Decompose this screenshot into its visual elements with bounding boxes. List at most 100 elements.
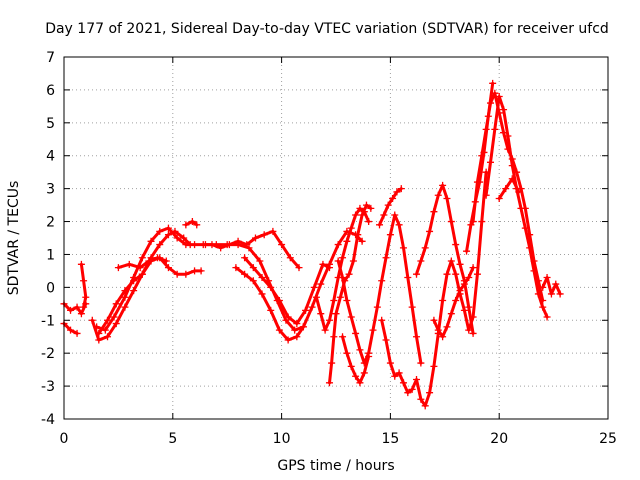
data-point xyxy=(504,132,512,140)
data-point xyxy=(500,106,508,114)
data-point xyxy=(443,323,451,331)
data-point xyxy=(543,313,551,321)
data-point xyxy=(343,237,351,245)
data-point xyxy=(349,257,357,265)
data-point xyxy=(121,293,129,301)
data-point xyxy=(345,270,353,278)
data-point xyxy=(489,79,497,87)
data-point xyxy=(275,326,283,334)
data-point xyxy=(399,379,407,387)
series-track-7 xyxy=(114,254,170,272)
series-track-6 xyxy=(95,254,205,337)
data-point xyxy=(325,264,333,272)
data-point xyxy=(295,264,303,272)
data-point xyxy=(110,313,118,321)
data-point xyxy=(486,99,494,107)
data-point xyxy=(95,336,103,344)
data-point xyxy=(258,290,266,298)
data-point xyxy=(478,152,486,160)
y-tick-label: -2 xyxy=(41,346,55,362)
y-tick-label: -1 xyxy=(41,313,55,329)
data-point xyxy=(547,290,555,298)
data-point xyxy=(365,352,373,360)
data-point xyxy=(456,260,464,268)
data-point xyxy=(188,218,196,226)
y-tick-label: 0 xyxy=(46,280,55,296)
data-point xyxy=(452,241,460,249)
data-point xyxy=(495,195,503,203)
data-point xyxy=(376,221,384,229)
data-point xyxy=(469,264,477,272)
data-point xyxy=(284,313,292,321)
data-point xyxy=(515,188,523,196)
data-point xyxy=(543,273,551,281)
data-point xyxy=(469,218,477,226)
x-tick-label: 5 xyxy=(168,431,177,447)
series-track-3 xyxy=(77,260,90,311)
y-tick-label: 6 xyxy=(46,83,55,99)
data-point xyxy=(234,241,242,249)
data-point xyxy=(491,89,499,97)
data-point xyxy=(156,227,164,235)
data-point xyxy=(293,320,301,328)
data-point xyxy=(130,277,138,285)
x-tick-label: 10 xyxy=(273,431,291,447)
data-point xyxy=(154,254,162,262)
data-point xyxy=(302,306,310,314)
data-point xyxy=(95,329,103,337)
data-point xyxy=(258,273,266,281)
data-point xyxy=(421,402,429,410)
data-point xyxy=(508,175,516,183)
series-track-14 xyxy=(334,211,425,367)
data-point xyxy=(417,395,425,403)
series-track-12 xyxy=(312,204,373,334)
data-point xyxy=(260,231,268,239)
data-point xyxy=(275,297,283,305)
data-point xyxy=(369,326,377,334)
data-point xyxy=(308,303,316,311)
data-point xyxy=(508,162,516,170)
data-point xyxy=(245,244,253,252)
y-tick-label: -4 xyxy=(41,412,55,428)
data-point xyxy=(439,181,447,189)
data-point xyxy=(182,241,190,249)
data-point xyxy=(556,290,564,298)
data-point xyxy=(269,227,277,235)
data-point xyxy=(121,287,129,295)
data-point xyxy=(334,257,342,265)
data-point xyxy=(112,320,120,328)
data-point xyxy=(373,303,381,311)
data-point xyxy=(502,185,510,193)
data-point xyxy=(67,306,75,314)
data-point xyxy=(382,336,390,344)
data-point xyxy=(465,303,473,311)
data-point xyxy=(517,204,525,212)
data-point xyxy=(325,316,333,324)
data-point xyxy=(138,270,146,278)
series-track-17 xyxy=(378,168,490,410)
chart-title: Day 177 of 2021, Sidereal Day-to-day VTE… xyxy=(45,21,609,37)
data-point xyxy=(336,293,344,301)
data-point xyxy=(284,336,292,344)
series-track-24 xyxy=(539,273,564,298)
data-point xyxy=(299,323,307,331)
data-point xyxy=(191,267,199,275)
series-track-5 xyxy=(93,224,303,334)
data-point xyxy=(347,362,355,370)
data-point xyxy=(147,237,155,245)
data-point xyxy=(145,257,153,265)
data-point xyxy=(360,369,368,377)
data-point xyxy=(73,329,81,337)
data-point xyxy=(426,227,434,235)
data-point xyxy=(93,323,101,331)
y-tick-label: -3 xyxy=(41,379,55,395)
data-point xyxy=(380,211,388,219)
y-tick-label: 3 xyxy=(46,182,55,198)
data-point xyxy=(328,359,336,367)
data-point xyxy=(417,257,425,265)
data-point xyxy=(447,310,455,318)
data-point xyxy=(352,372,360,380)
data-point xyxy=(182,221,190,229)
data-point xyxy=(339,273,347,281)
data-point xyxy=(114,264,122,272)
